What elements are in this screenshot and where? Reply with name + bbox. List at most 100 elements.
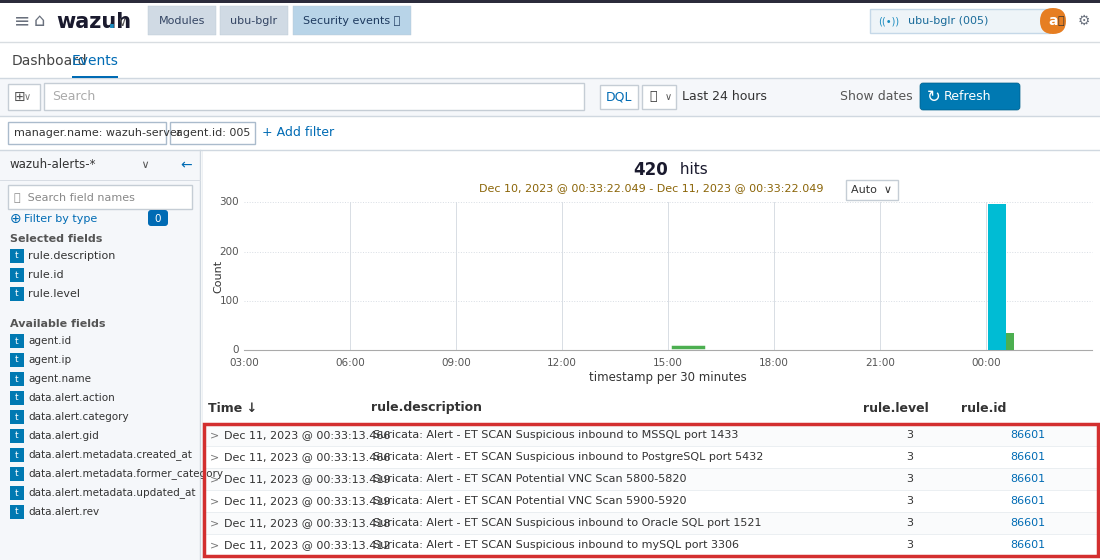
Bar — [244, 202, 1092, 350]
Bar — [44, 83, 584, 110]
Text: 86601: 86601 — [1011, 496, 1046, 506]
Text: Security events ⓘ: Security events ⓘ — [304, 16, 400, 26]
Text: 3: 3 — [906, 474, 913, 484]
Text: ∨: ∨ — [24, 92, 31, 102]
Text: 03:00: 03:00 — [229, 358, 258, 368]
Text: >: > — [210, 540, 219, 550]
Bar — [988, 204, 1007, 350]
Text: Dashboard: Dashboard — [12, 54, 88, 68]
Text: t: t — [15, 488, 19, 497]
Bar — [0, 78, 1100, 116]
Text: hits: hits — [675, 162, 707, 178]
Bar — [0, 150, 200, 560]
Text: agent.ip: agent.ip — [28, 355, 72, 365]
Text: Events: Events — [72, 54, 119, 68]
Bar — [10, 448, 24, 462]
Text: >: > — [210, 430, 219, 440]
Bar — [0, 42, 1100, 78]
Text: data.alert.action: data.alert.action — [28, 393, 114, 403]
Text: ∨: ∨ — [138, 160, 150, 170]
Text: 00:00: 00:00 — [971, 358, 1001, 368]
Text: data.alert.gid: data.alert.gid — [28, 431, 99, 441]
Text: data.alert.rev: data.alert.rev — [28, 507, 99, 517]
Text: >: > — [210, 452, 219, 462]
Text: Available fields: Available fields — [10, 319, 106, 329]
FancyBboxPatch shape — [1040, 8, 1066, 34]
Text: Dec 11, 2023 @ 00:33:13.466: Dec 11, 2023 @ 00:33:13.466 — [224, 452, 390, 462]
Text: Search: Search — [52, 91, 96, 104]
Text: t: t — [15, 469, 19, 478]
Text: ↻: ↻ — [927, 88, 940, 106]
Text: Dec 10, 2023 @ 00:33:22.049 - Dec 11, 2023 @ 00:33:22.049: Dec 10, 2023 @ 00:33:22.049 - Dec 11, 20… — [478, 183, 823, 193]
Text: Last 24 hours: Last 24 hours — [682, 91, 767, 104]
Bar — [10, 287, 24, 301]
Bar — [10, 429, 24, 443]
Text: Dec 11, 2023 @ 00:33:13.466: Dec 11, 2023 @ 00:33:13.466 — [224, 430, 390, 440]
Text: t: t — [15, 290, 19, 298]
Text: 0: 0 — [155, 214, 162, 224]
Text: 3: 3 — [906, 452, 913, 462]
Text: 3: 3 — [906, 518, 913, 528]
Bar — [600, 85, 638, 109]
Text: 12:00: 12:00 — [547, 358, 576, 368]
Text: t: t — [15, 413, 19, 422]
Text: 420: 420 — [634, 161, 669, 179]
Text: 🔖: 🔖 — [1058, 16, 1065, 26]
Text: t: t — [15, 375, 19, 384]
Bar — [0, 116, 1100, 150]
Text: Modules: Modules — [158, 16, 206, 26]
Bar — [10, 353, 24, 367]
Text: wazuh: wazuh — [56, 12, 131, 32]
Text: ∨: ∨ — [117, 16, 126, 29]
Bar — [0, 0, 1100, 42]
Bar — [204, 424, 1098, 556]
Text: 18:00: 18:00 — [759, 358, 789, 368]
Bar — [10, 486, 24, 500]
Text: 86601: 86601 — [1011, 430, 1046, 440]
Text: 3: 3 — [906, 430, 913, 440]
Text: 86601: 86601 — [1011, 518, 1046, 528]
Text: Suricata: Alert - ET SCAN Potential VNC Scan 5900-5920: Suricata: Alert - ET SCAN Potential VNC … — [373, 496, 686, 506]
Bar — [10, 249, 24, 263]
Bar — [204, 512, 1098, 534]
Bar — [846, 180, 898, 200]
Text: data.alert.category: data.alert.category — [28, 412, 129, 422]
Text: wazuh-alerts-*: wazuh-alerts-* — [10, 158, 97, 171]
Text: 300: 300 — [219, 197, 239, 207]
Text: rule.description: rule.description — [371, 402, 482, 414]
Bar — [204, 446, 1098, 468]
Text: ((•)): ((•)) — [878, 16, 899, 26]
Bar — [10, 410, 24, 424]
Bar — [8, 122, 166, 144]
Text: rule.level: rule.level — [864, 402, 928, 414]
Text: Dec 11, 2023 @ 00:33:13.419: Dec 11, 2023 @ 00:33:13.419 — [224, 474, 390, 484]
FancyBboxPatch shape — [148, 210, 168, 226]
Bar — [10, 268, 24, 282]
Text: Suricata: Alert - ET SCAN Suspicious inbound to PostgreSQL port 5432: Suricata: Alert - ET SCAN Suspicious inb… — [373, 452, 763, 462]
Text: ∨: ∨ — [666, 92, 672, 102]
Bar — [204, 534, 1098, 556]
Bar — [204, 424, 1098, 446]
Text: a: a — [1048, 14, 1058, 28]
Text: t: t — [15, 337, 19, 346]
Text: 86601: 86601 — [1011, 540, 1046, 550]
Text: Auto  ∨: Auto ∨ — [851, 185, 892, 195]
Text: t: t — [15, 394, 19, 403]
Text: >: > — [210, 474, 219, 484]
Bar — [204, 490, 1098, 512]
Bar — [293, 6, 411, 35]
Text: t: t — [15, 507, 19, 516]
Text: rule.id: rule.id — [28, 270, 64, 280]
Bar — [870, 9, 1050, 33]
Text: agent.id: agent.id — [28, 336, 72, 346]
Text: 100: 100 — [219, 296, 239, 306]
Text: ⚙: ⚙ — [1078, 14, 1090, 28]
Text: 3: 3 — [906, 540, 913, 550]
Bar — [10, 391, 24, 405]
Text: rule.id: rule.id — [961, 402, 1006, 414]
Text: >: > — [210, 496, 219, 506]
Text: ⌂: ⌂ — [34, 12, 45, 30]
Text: t: t — [15, 432, 19, 441]
Bar — [10, 372, 24, 386]
Bar — [0, 0, 1100, 3]
